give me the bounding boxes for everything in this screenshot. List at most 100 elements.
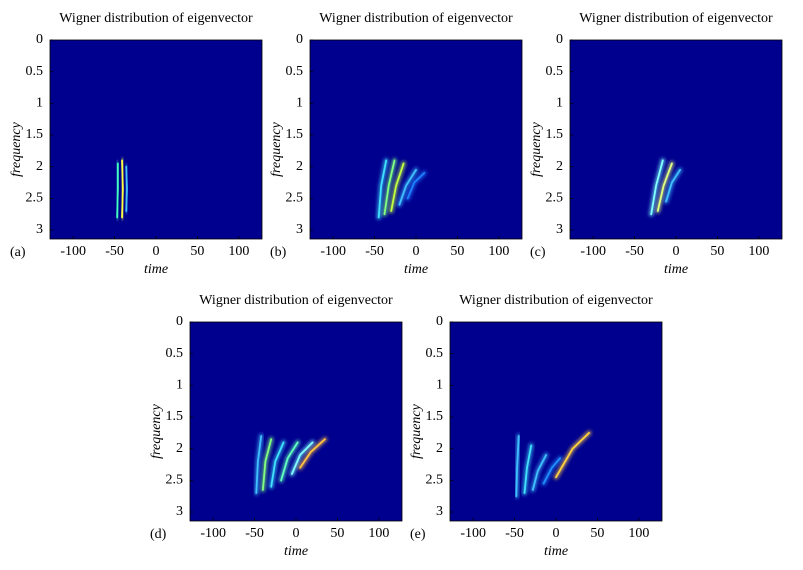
y-tick-label: 1.5 xyxy=(26,127,44,142)
y-tick-label: 1.5 xyxy=(286,127,304,142)
chart-title: Wigner distribution of eigenvector xyxy=(319,11,513,26)
x-tick-label: -100 xyxy=(320,244,346,259)
panel-label: (d) xyxy=(150,527,167,542)
ridge xyxy=(280,441,299,482)
ridges xyxy=(648,157,683,217)
x-axis-label: time xyxy=(404,262,428,277)
ridge xyxy=(656,162,673,212)
x-tick-label: -100 xyxy=(200,526,226,541)
ridges xyxy=(114,157,130,220)
x-tick-label: 100 xyxy=(368,526,389,541)
ridge xyxy=(270,441,285,488)
y-tick-label: 0.5 xyxy=(426,346,444,361)
ridge xyxy=(406,172,426,200)
ridge xyxy=(555,432,590,479)
ridge xyxy=(291,441,314,475)
panel-label: (b) xyxy=(270,245,287,260)
x-tick-label: 100 xyxy=(748,244,769,259)
plot-background xyxy=(570,40,782,239)
x-tick-label: 0 xyxy=(673,244,680,259)
y-tick-label: 0 xyxy=(296,32,303,47)
y-tick-label: 2 xyxy=(36,159,43,174)
x-tick-label: 100 xyxy=(228,244,249,259)
ridges xyxy=(376,157,427,220)
x-axis-label: time xyxy=(664,262,688,277)
ridge xyxy=(542,457,561,485)
plot-background xyxy=(50,40,262,239)
x-axis-label: time xyxy=(144,262,168,277)
x-tick-label: -50 xyxy=(245,526,264,541)
x-tick-label: 100 xyxy=(488,244,509,259)
plot-background xyxy=(310,40,522,239)
ridge xyxy=(125,165,128,212)
x-axis-label: time xyxy=(284,544,308,559)
y-tick-label: 2 xyxy=(176,441,183,456)
y-axis-label: frequency xyxy=(149,403,164,458)
y-tick-label: 1 xyxy=(556,96,563,111)
chart-title: Wigner distribution of eigenvector xyxy=(199,293,393,308)
panel-label: (c) xyxy=(530,245,546,260)
x-tick-label: 0 xyxy=(413,244,420,259)
x-tick-label: 0 xyxy=(553,526,560,541)
x-tick-label: -100 xyxy=(60,244,86,259)
y-tick-label: 2.5 xyxy=(166,473,184,488)
y-tick-label: 1.5 xyxy=(426,409,444,424)
ridge xyxy=(262,438,273,491)
ridge xyxy=(383,159,396,216)
x-tick-label: 100 xyxy=(628,526,649,541)
y-axis-label: frequency xyxy=(529,121,544,176)
x-tick-label: 50 xyxy=(710,244,724,259)
x-tick-label: -50 xyxy=(365,244,384,259)
y-tick-label: 1.5 xyxy=(546,127,564,142)
y-tick-label: 0.5 xyxy=(546,64,564,79)
x-tick-label: -100 xyxy=(460,526,486,541)
ridge xyxy=(665,169,681,203)
y-tick-label: 1 xyxy=(436,378,443,393)
chart-title: Wigner distribution of eigenvector xyxy=(59,11,253,26)
ridge xyxy=(116,162,119,219)
x-tick-label: 50 xyxy=(330,526,344,541)
y-tick-label: 1 xyxy=(296,96,303,111)
panel-label: (a) xyxy=(10,245,26,260)
x-axis-label: time xyxy=(544,544,568,559)
y-tick-label: 3 xyxy=(176,504,183,519)
ridges xyxy=(253,433,328,496)
y-tick-label: 1 xyxy=(176,378,183,393)
x-tick-label: 0 xyxy=(293,526,300,541)
y-tick-label: 2.5 xyxy=(426,473,444,488)
ridge xyxy=(121,159,124,219)
y-tick-label: 3 xyxy=(436,504,443,519)
ridge xyxy=(255,435,263,494)
x-tick-label: -100 xyxy=(580,244,606,259)
y-tick-label: 2 xyxy=(296,159,303,174)
y-axis-label: frequency xyxy=(269,121,284,176)
y-tick-label: 2 xyxy=(556,159,563,174)
y-tick-label: 0.5 xyxy=(166,346,184,361)
x-tick-label: 0 xyxy=(153,244,160,259)
x-tick-label: 50 xyxy=(190,244,204,259)
x-tick-label: -50 xyxy=(625,244,644,259)
y-tick-label: 2.5 xyxy=(26,191,44,206)
x-tick-label: -50 xyxy=(105,244,124,259)
y-tick-label: 2 xyxy=(436,441,443,456)
chart-title: Wigner distribution of eigenvector xyxy=(579,11,773,26)
ridge xyxy=(531,454,547,491)
y-tick-label: 0.5 xyxy=(26,64,44,79)
y-tick-label: 3 xyxy=(296,222,303,237)
chart-title: Wigner distribution of eigenvector xyxy=(459,293,653,308)
y-tick-label: 2.5 xyxy=(546,191,564,206)
y-axis-label: frequency xyxy=(9,121,24,176)
y-tick-label: 0 xyxy=(176,314,183,329)
y-tick-label: 1.5 xyxy=(166,409,184,424)
plot-background xyxy=(450,322,662,521)
y-tick-label: 1 xyxy=(36,96,43,111)
panel-label: (e) xyxy=(410,527,426,542)
x-tick-label: 50 xyxy=(590,526,604,541)
ridge xyxy=(523,444,533,494)
x-tick-label: 50 xyxy=(450,244,464,259)
ridges xyxy=(513,430,592,499)
y-tick-label: 0 xyxy=(436,314,443,329)
y-tick-label: 3 xyxy=(36,222,43,237)
ridge xyxy=(398,169,417,206)
